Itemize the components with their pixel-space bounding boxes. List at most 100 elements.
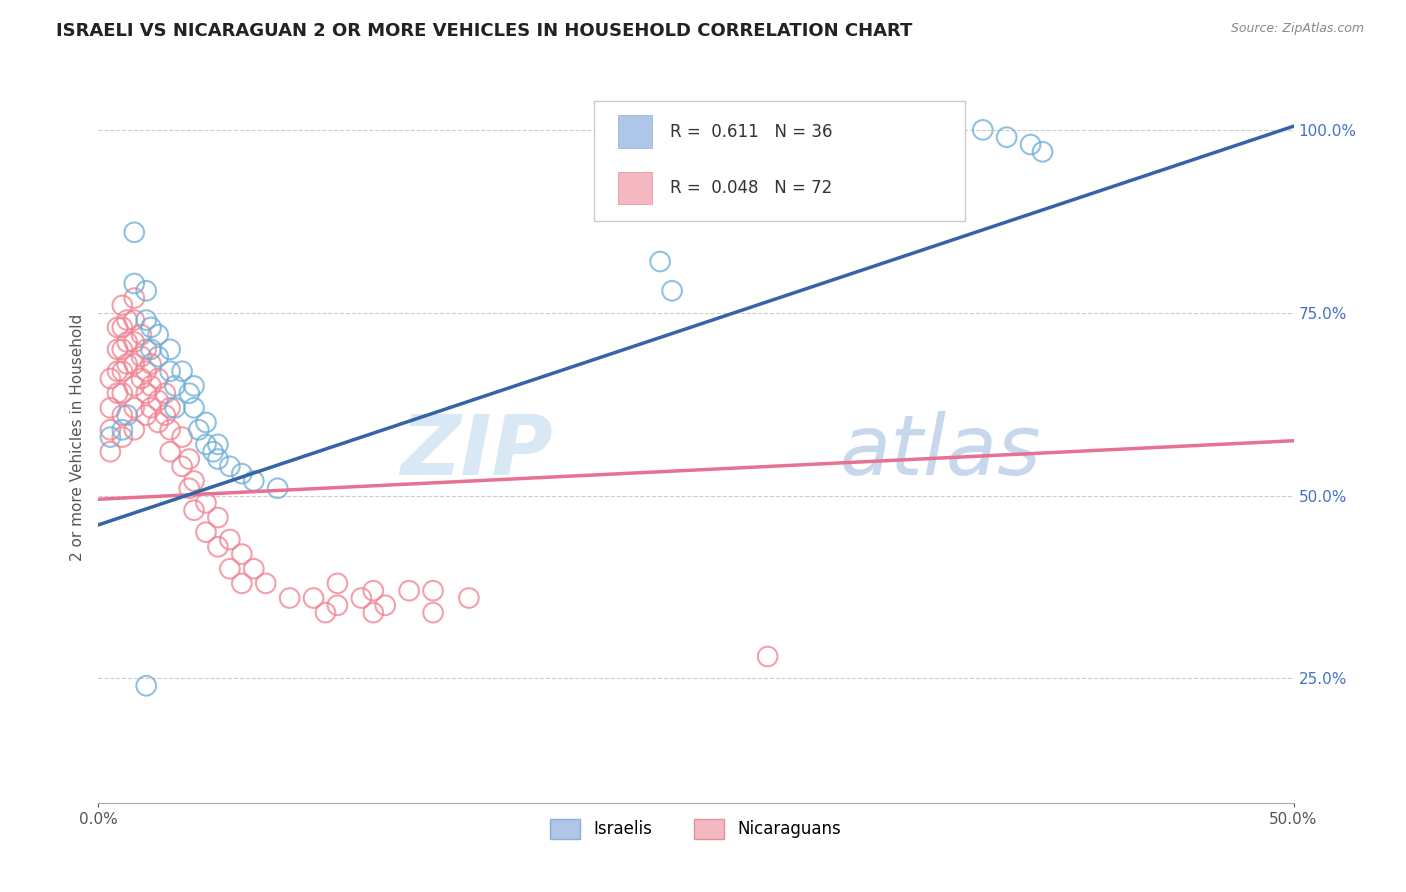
Text: R =  0.611   N = 36: R = 0.611 N = 36	[669, 123, 832, 141]
Point	[139, 320, 162, 334]
Point	[115, 313, 138, 327]
Point	[350, 591, 373, 605]
Text: ISRAELI VS NICARAGUAN 2 OR MORE VEHICLES IN HOUSEHOLD CORRELATION CHART: ISRAELI VS NICARAGUAN 2 OR MORE VEHICLES…	[56, 22, 912, 40]
Point	[207, 452, 229, 467]
Point	[231, 467, 253, 481]
Point	[207, 510, 229, 524]
Point	[315, 606, 337, 620]
Point	[135, 284, 157, 298]
Point	[124, 357, 146, 371]
Point	[183, 379, 205, 393]
Point	[207, 437, 229, 451]
Point	[648, 254, 672, 268]
Legend: Israelis, Nicaraguans: Israelis, Nicaraguans	[544, 812, 848, 846]
Point	[139, 343, 162, 357]
Point	[124, 379, 146, 393]
Point	[155, 408, 177, 422]
Point	[111, 430, 134, 444]
Point	[107, 343, 129, 357]
Point	[124, 423, 146, 437]
Point	[98, 371, 122, 385]
Point	[98, 430, 122, 444]
Point	[111, 364, 134, 378]
Point	[124, 225, 146, 239]
Point	[179, 452, 201, 467]
Point	[207, 540, 229, 554]
Point	[159, 364, 181, 378]
Point	[131, 327, 153, 342]
Point	[326, 576, 349, 591]
Point	[135, 386, 157, 401]
Point	[187, 423, 209, 437]
Point	[195, 437, 218, 451]
Point	[111, 343, 134, 357]
Point	[661, 284, 683, 298]
Point	[195, 496, 218, 510]
Point	[422, 583, 444, 598]
Bar	[619, 171, 652, 204]
Point	[107, 364, 129, 378]
Point	[148, 416, 170, 430]
Point	[135, 408, 157, 422]
Point	[195, 416, 218, 430]
Point	[179, 386, 201, 401]
Point	[139, 401, 162, 415]
Point	[195, 525, 218, 540]
Point	[135, 364, 157, 378]
Point	[163, 401, 186, 415]
Point	[139, 357, 162, 371]
Point	[111, 298, 134, 312]
Point	[107, 386, 129, 401]
Point	[107, 320, 129, 334]
Point	[124, 334, 146, 349]
Point	[458, 591, 481, 605]
Point	[131, 371, 153, 385]
Text: R =  0.048   N = 72: R = 0.048 N = 72	[669, 179, 832, 197]
Point	[148, 350, 170, 364]
Point	[363, 606, 385, 620]
Point	[155, 386, 177, 401]
Point	[302, 591, 325, 605]
Point	[363, 583, 385, 598]
Point	[219, 459, 242, 474]
Y-axis label: 2 or more Vehicles in Household: 2 or more Vehicles in Household	[69, 313, 84, 561]
Point	[148, 327, 170, 342]
Point	[159, 401, 181, 415]
Point	[422, 606, 444, 620]
Point	[124, 401, 146, 415]
Point	[111, 386, 134, 401]
FancyBboxPatch shape	[595, 101, 965, 221]
Text: Source: ZipAtlas.com: Source: ZipAtlas.com	[1230, 22, 1364, 36]
Point	[111, 320, 134, 334]
Point	[267, 481, 290, 495]
Point	[374, 599, 396, 613]
Point	[1019, 137, 1042, 152]
Point	[202, 444, 225, 458]
Point	[115, 334, 138, 349]
Point	[183, 503, 205, 517]
Point	[231, 576, 253, 591]
Point	[183, 401, 205, 415]
Point	[148, 371, 170, 385]
Point	[148, 393, 170, 408]
Point	[135, 679, 157, 693]
Point	[243, 474, 266, 488]
Point	[98, 444, 122, 458]
Point	[98, 401, 122, 415]
Point	[124, 291, 146, 305]
Point	[135, 313, 157, 327]
Point	[1032, 145, 1054, 159]
Point	[135, 343, 157, 357]
Text: ZIP: ZIP	[399, 411, 553, 492]
Point	[326, 599, 349, 613]
Text: atlas: atlas	[839, 411, 1040, 492]
Point	[219, 562, 242, 576]
Point	[115, 408, 138, 422]
Point	[159, 343, 181, 357]
Point	[278, 591, 301, 605]
Bar	[619, 115, 652, 148]
Point	[159, 423, 181, 437]
Point	[131, 350, 153, 364]
Point	[124, 313, 146, 327]
Point	[398, 583, 420, 598]
